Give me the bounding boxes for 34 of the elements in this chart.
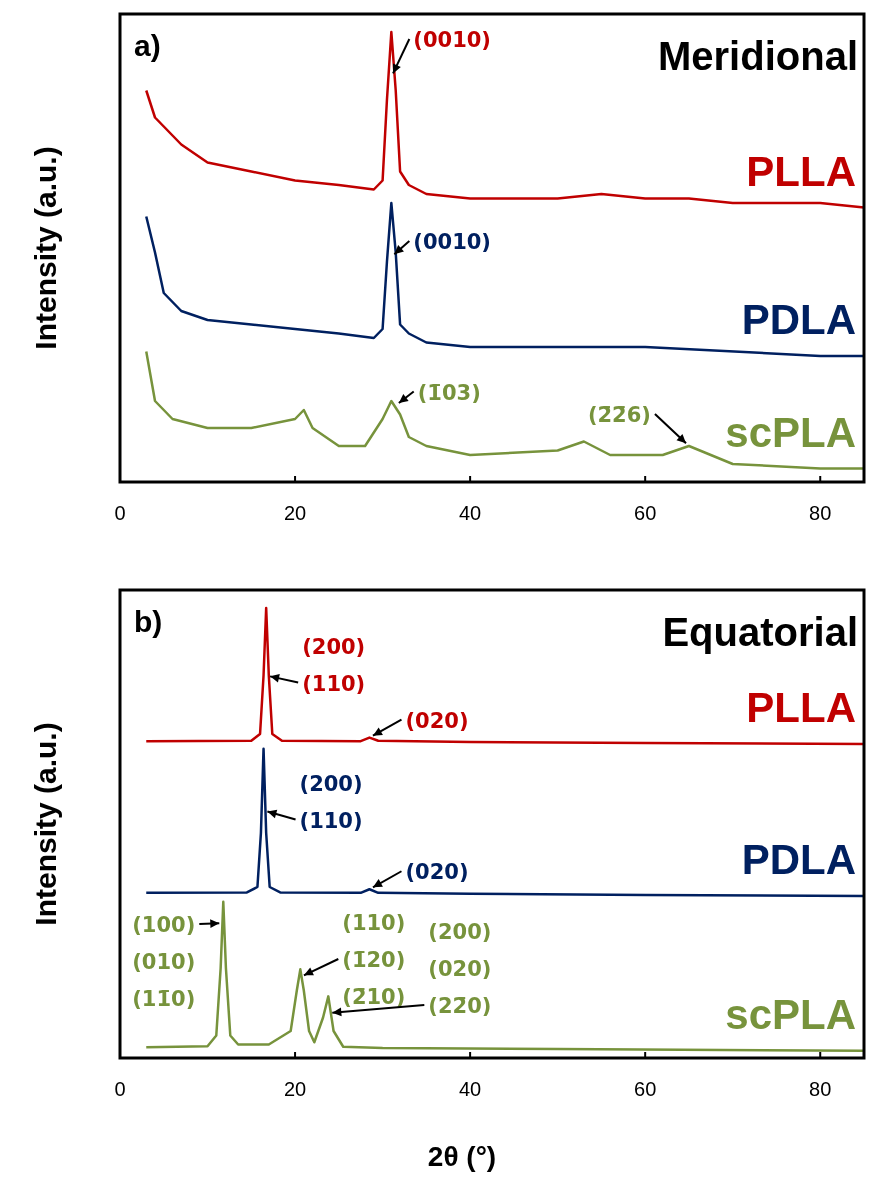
annotation: (0010): [413, 230, 491, 254]
series-label: PLLA: [746, 147, 856, 195]
x-tick-label: 60: [634, 502, 657, 524]
annotation: (0010): [413, 28, 491, 52]
annotation: b): [134, 605, 163, 638]
annotation: (110) (1̄20) (2̄10): [342, 911, 406, 1009]
series-label: PLLA: [746, 683, 856, 731]
x-tick-label: 80: [809, 1078, 832, 1100]
annotation: (020): [405, 708, 469, 733]
annotation: (200) (110): [302, 634, 366, 696]
series-label: PDLA: [741, 836, 856, 883]
y-axis-title: Intensity (a.u.): [29, 722, 62, 926]
annotation: (2̄2̄6): [587, 403, 651, 427]
series-label: scPLA: [725, 990, 856, 1038]
x-tick-label: 20: [283, 1078, 307, 1100]
annotation: (1̄03): [417, 380, 481, 405]
x-tick-label: 0: [114, 502, 126, 524]
series-label: scPLA: [725, 408, 856, 456]
chart-title: Meridional: [657, 34, 858, 78]
annotation: (200) (020) (22̄0): [428, 920, 492, 1018]
annotation: (200) (110): [299, 771, 363, 833]
annotation: a): [134, 29, 161, 62]
x-tick-label: 0: [114, 1078, 126, 1100]
x-tick-label: 40: [458, 1078, 482, 1100]
series-label: PDLA: [741, 296, 856, 343]
x-tick-label: 20: [283, 502, 307, 524]
x-tick-label: 80: [809, 502, 832, 524]
x-axis-title: 2θ (°): [427, 1141, 497, 1172]
x-tick-label: 40: [458, 502, 482, 524]
annotation: (020): [405, 860, 469, 885]
y-axis-title: Intensity (a.u.): [29, 146, 62, 350]
chart-title: Equatorial: [662, 610, 858, 654]
annotation: (100) (010) (11̄0): [132, 913, 196, 1011]
x-tick-label: 60: [634, 1078, 657, 1100]
